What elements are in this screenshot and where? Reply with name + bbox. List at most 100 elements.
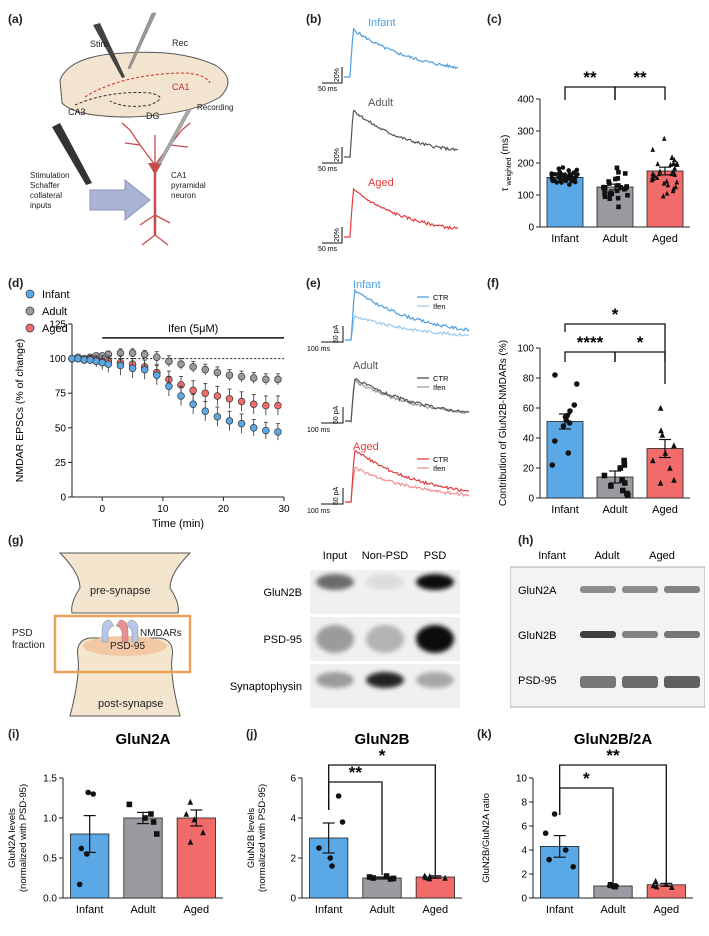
y-tick-label: 100 (49, 354, 66, 365)
x-tick-label: Aged (183, 904, 209, 916)
scale-x-label: 50 ms (318, 86, 338, 93)
data-point-infant (74, 354, 82, 363)
x-tick-label: 20 (218, 504, 230, 515)
significance-label: * (637, 333, 644, 352)
y-tick-label: 400 (517, 95, 534, 106)
y-tick-label: 0 (290, 894, 296, 905)
data-point (556, 166, 562, 172)
data-point (335, 793, 342, 799)
data-point (571, 170, 577, 175)
y-tick-label: 50 (55, 423, 67, 434)
data-point (619, 487, 626, 494)
data-point (549, 176, 555, 181)
data-point (615, 195, 621, 201)
data-point-infant (189, 400, 197, 409)
x-tick-label: 30 (278, 504, 290, 515)
chart-title: GluN2B (354, 731, 409, 748)
legend-label-ctr: CTR (433, 374, 449, 383)
legend-label-ifen: Ifen (433, 383, 446, 392)
data-point (153, 831, 160, 837)
y-tick-label: 4 (290, 814, 296, 825)
y-tick-label: 25 (55, 458, 67, 469)
panel-b-traces: Infant 20% 50 ms Adult 20% 50 ms Aged 20% 50 ms (318, 17, 459, 252)
chart-title: GluN2A (115, 731, 170, 748)
data-point (621, 480, 628, 486)
data-point (622, 171, 628, 176)
ca3-label: CA3 (68, 107, 86, 117)
scale-x-label: 100 ms (307, 427, 330, 434)
blot-band (622, 586, 658, 593)
y-tick-label: 8 (521, 798, 527, 809)
data-point (187, 838, 194, 845)
bar-infant (546, 176, 584, 228)
blot-band (580, 676, 616, 688)
y-tick-label: 10 (516, 774, 528, 785)
x-tick-label: Adult (130, 904, 155, 916)
y-tick-label: 0 (60, 493, 66, 504)
data-point-adult (274, 375, 282, 384)
blot-band (416, 625, 454, 653)
x-tick-label: Adult (600, 904, 625, 916)
data-point-aged (201, 389, 210, 397)
x-tick-label: Aged (653, 904, 679, 916)
data-point-infant (92, 357, 100, 366)
scale-bar (321, 407, 344, 424)
data-point (571, 402, 578, 408)
data-point (655, 161, 661, 167)
data-point (661, 135, 667, 141)
bar-adult (123, 817, 163, 899)
scale-x-label: 50 ms (318, 166, 338, 173)
legend-label-ifen: Ifen (433, 464, 446, 473)
data-point (669, 883, 675, 890)
y-tick-label: 75 (55, 389, 67, 400)
western-blot-g: Input Non-PSD PSD GluN2B PSD-95 Synaptophysin (230, 550, 460, 708)
blot-band (622, 676, 658, 688)
data-point (142, 815, 148, 821)
scale-x-label: 50 ms (318, 246, 338, 252)
data-point-aged (262, 401, 270, 410)
scale-y-label: 50 pA (333, 325, 340, 344)
data-point (659, 431, 666, 438)
y-tick-label: 1.5 (43, 774, 57, 785)
data-point (565, 450, 572, 456)
data-point (661, 193, 666, 199)
data-point (657, 479, 664, 486)
y-axis-label: τ weighted (ms) (500, 135, 513, 192)
western-blot-h: Infant Adult Aged GluN2A GluN2B PSD-95 (510, 550, 705, 708)
data-point (442, 874, 448, 881)
x-tick-label: 10 (157, 504, 169, 515)
pre-synapse-label: pre-synapse (90, 585, 151, 597)
data-point (669, 154, 675, 160)
data-point-infant (274, 428, 282, 436)
data-point (624, 492, 631, 498)
y-tick-label: 0 (528, 223, 534, 234)
data-point (383, 873, 390, 879)
bar-infant (546, 421, 584, 499)
panel-label-c: (c) (487, 12, 502, 26)
x-tick-label: Adult (369, 904, 394, 916)
data-point (674, 161, 679, 167)
blot-row-psd-95: PSD-95 (518, 675, 557, 687)
blot-band (316, 625, 354, 653)
blot-band (316, 672, 354, 688)
data-point (667, 464, 673, 471)
data-point (601, 472, 608, 479)
chart-i: GluN2A 0.0 0.5 1.0 1.5 GluN2A levels(normaliz… (7, 731, 223, 916)
blot-row-glun2a: GluN2A (518, 585, 557, 597)
chart-title: GluN2B/2A (574, 731, 653, 748)
data-point (387, 876, 394, 882)
x-tick-label: Infant (546, 904, 574, 916)
x-axis-label: Time (min) (152, 518, 204, 530)
scale-y-label: 20% (334, 68, 341, 82)
trace-label-infant: Infant (368, 17, 396, 29)
y-tick-label: 40 (523, 434, 535, 445)
data-point (366, 874, 373, 880)
trace-aged (344, 187, 459, 238)
psd95-label: PSD-95 (110, 641, 146, 652)
significance-label: ** (349, 763, 363, 782)
bar-aged (176, 817, 216, 899)
blot-row-glun2b: GluN2B (263, 587, 302, 599)
legend-label-ifen: Ifen (433, 302, 446, 311)
data-point (126, 801, 133, 808)
scale-bar (321, 488, 344, 505)
